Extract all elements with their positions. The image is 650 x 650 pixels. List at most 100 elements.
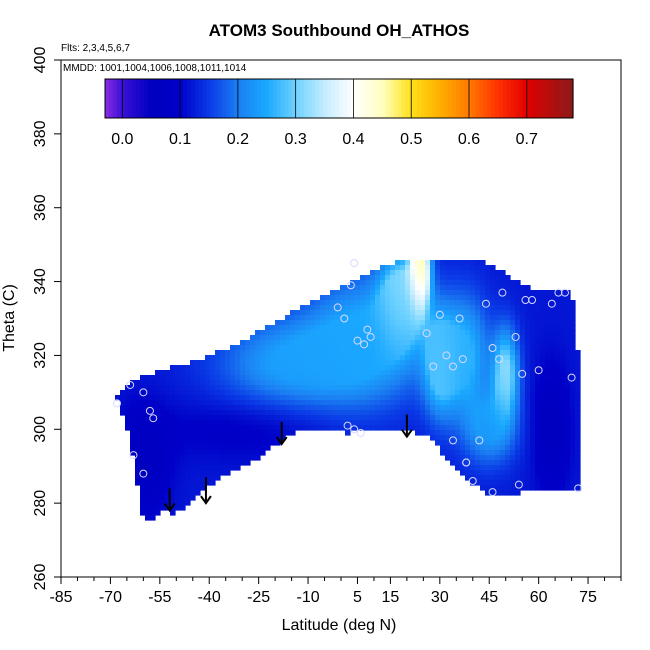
field-cell — [180, 365, 186, 371]
field-cell — [145, 420, 151, 426]
field-cell — [470, 405, 476, 411]
field-cell — [540, 480, 546, 486]
field-cell — [300, 360, 306, 366]
x-tick-label: 75 — [579, 589, 597, 606]
field-cell — [450, 320, 456, 326]
field-cell — [405, 360, 411, 366]
field-cell — [215, 435, 221, 441]
field-cell — [540, 320, 546, 326]
field-cell — [310, 415, 316, 421]
field-cell — [345, 375, 351, 381]
field-cell — [160, 390, 166, 396]
field-cell — [160, 445, 166, 451]
field-cell — [410, 425, 416, 431]
field-cell — [310, 365, 316, 371]
field-cell — [360, 350, 366, 356]
field-cell — [260, 340, 266, 346]
field-cell — [295, 405, 301, 411]
field-cell — [370, 420, 376, 426]
field-cell — [485, 315, 491, 321]
field-cell — [285, 320, 291, 326]
field-cell — [190, 460, 196, 466]
field-cell — [140, 465, 146, 471]
field-cell — [560, 405, 566, 411]
field-cell — [420, 275, 426, 281]
field-cell — [345, 320, 351, 326]
field-cell — [535, 460, 541, 466]
field-cell — [525, 290, 531, 296]
field-cell — [215, 445, 221, 451]
field-cell — [505, 455, 511, 461]
field-cell — [440, 410, 446, 416]
field-cell — [320, 395, 326, 401]
field-cell — [190, 375, 196, 381]
field-cell — [420, 395, 426, 401]
field-cell — [185, 385, 191, 391]
field-cell — [540, 455, 546, 461]
field-cell — [345, 380, 351, 386]
field-cell — [140, 430, 146, 436]
field-cell — [295, 400, 301, 406]
field-cell — [495, 435, 501, 441]
field-cell — [545, 350, 551, 356]
field-cell — [160, 375, 166, 381]
field-cell — [185, 395, 191, 401]
field-cell — [265, 385, 271, 391]
field-cell — [460, 295, 466, 301]
field-cell — [225, 460, 231, 466]
field-cell — [490, 315, 496, 321]
field-cell — [240, 350, 246, 356]
field-cell — [470, 270, 476, 276]
field-cell — [360, 315, 366, 321]
field-cell — [575, 415, 581, 421]
field-cell — [185, 365, 191, 371]
field-cell — [430, 430, 436, 436]
field-cell — [410, 280, 416, 286]
field-cell — [475, 460, 481, 466]
field-cell — [480, 465, 486, 471]
field-cell — [410, 315, 416, 321]
field-cell — [525, 435, 531, 441]
field-cell — [380, 350, 386, 356]
field-cell — [425, 345, 431, 351]
field-cell — [465, 265, 471, 271]
field-cell — [475, 340, 481, 346]
field-cell — [355, 375, 361, 381]
field-cell — [520, 475, 526, 481]
field-cell — [305, 415, 311, 421]
field-cell — [390, 330, 396, 336]
field-cell — [185, 375, 191, 381]
field-cell — [440, 265, 446, 271]
field-cell — [475, 440, 481, 446]
field-cell — [415, 310, 421, 316]
field-cell — [570, 435, 576, 441]
field-cell — [370, 340, 376, 346]
field-cell — [315, 390, 321, 396]
field-cell — [460, 335, 466, 341]
field-cell — [140, 475, 146, 481]
field-cell — [525, 455, 531, 461]
field-cell — [530, 410, 536, 416]
field-cell — [495, 365, 501, 371]
field-cell — [240, 385, 246, 391]
field-cell — [315, 415, 321, 421]
field-cell — [495, 395, 501, 401]
field-cell — [205, 395, 211, 401]
field-cell — [320, 325, 326, 331]
field-cell — [440, 395, 446, 401]
field-cell — [460, 370, 466, 376]
field-cell — [260, 400, 266, 406]
field-cell — [565, 460, 571, 466]
field-cell — [425, 305, 431, 311]
field-cell — [335, 325, 341, 331]
field-cell — [165, 395, 171, 401]
field-cell — [400, 360, 406, 366]
field-cell — [145, 415, 151, 421]
field-cell — [560, 315, 566, 321]
field-cell — [355, 405, 361, 411]
field-cell — [385, 330, 391, 336]
field-cell — [330, 300, 336, 306]
field-cell — [190, 440, 196, 446]
field-cell — [565, 420, 571, 426]
field-cell — [365, 420, 371, 426]
